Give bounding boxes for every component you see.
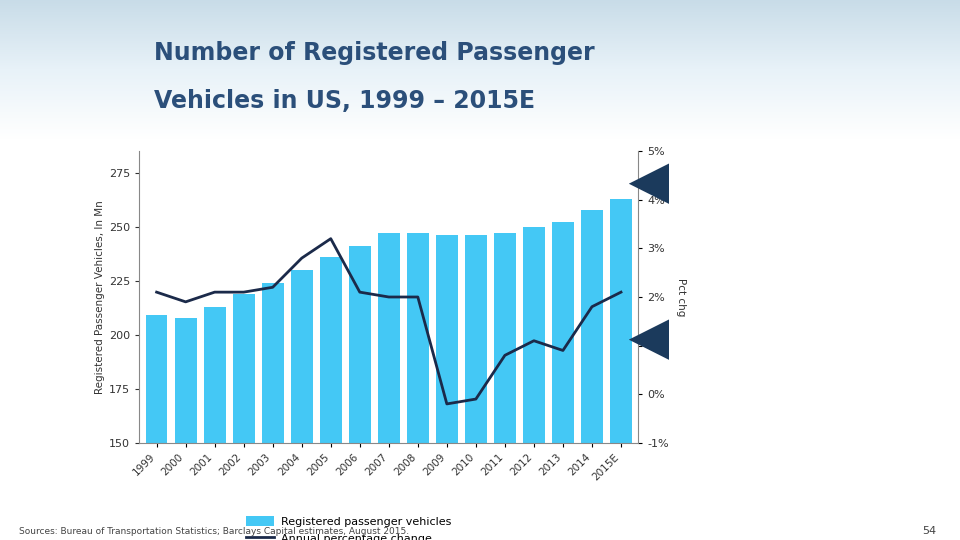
- Text: Vehicle registrations
are expected to
increase at an annual
rate of about 1.5%
p: Vehicle registrations are expected to in…: [732, 306, 876, 401]
- Bar: [581, 210, 603, 540]
- Text: Vehicles in US, 1999 – 2015E: Vehicles in US, 1999 – 2015E: [154, 89, 535, 113]
- Text: Sources: Bureau of Transportation Statistics; Barclays Capital estimates, August: Sources: Bureau of Transportation Statis…: [19, 526, 409, 536]
- Bar: [465, 235, 487, 540]
- Bar: [407, 233, 429, 540]
- Bar: [378, 233, 399, 540]
- Bar: [611, 199, 632, 540]
- Bar: [494, 233, 516, 540]
- Text: Number of Registered Passenger: Number of Registered Passenger: [154, 42, 594, 65]
- Bar: [348, 246, 371, 540]
- Bar: [175, 318, 197, 540]
- Text: 54: 54: [922, 525, 936, 536]
- Polygon shape: [629, 319, 669, 360]
- Y-axis label: Pct chg: Pct chg: [676, 278, 685, 316]
- Bar: [320, 257, 342, 540]
- Bar: [552, 222, 574, 540]
- Y-axis label: Registered Passenger Vehicles, In Mn: Registered Passenger Vehicles, In Mn: [95, 200, 105, 394]
- Polygon shape: [629, 164, 669, 204]
- Bar: [146, 315, 167, 540]
- Bar: [523, 227, 545, 540]
- Bar: [233, 294, 254, 540]
- Bar: [436, 235, 458, 540]
- Text: Vehicle registrations
are growing once
again and now finally
exceed pre-crisis
p: Vehicle registrations are growing once a…: [732, 170, 876, 249]
- Legend: Registered passenger vehicles, Annual percentage change: Registered passenger vehicles, Annual pe…: [242, 512, 456, 540]
- Bar: [291, 270, 313, 540]
- Bar: [204, 307, 226, 540]
- Bar: [262, 283, 283, 540]
